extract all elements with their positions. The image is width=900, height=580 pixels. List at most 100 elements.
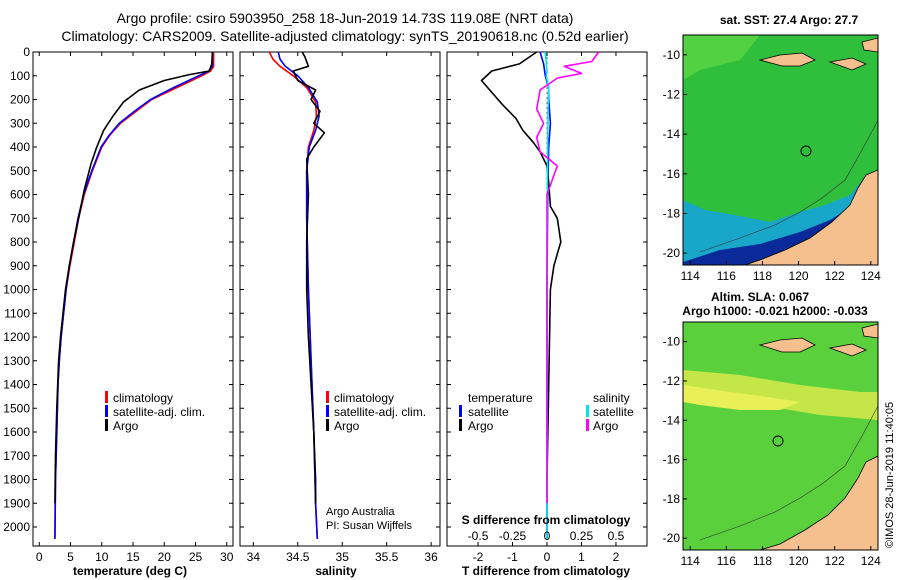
depth-tick-label: 1100 (4, 306, 30, 320)
x-tick-label: 34 (247, 550, 261, 564)
legend-swatch-climatology (326, 391, 329, 403)
legend-label-temp-satellite: satellite (468, 405, 509, 419)
temperature-panel-frame (32, 51, 234, 547)
depth-tick-label: 1500 (3, 401, 30, 415)
sla-map-frame (682, 321, 879, 551)
map-lon-label: 116 (717, 269, 736, 283)
salinity-legend: climatology satellite-adj. clim. Argo (326, 391, 426, 433)
depth-tick-label: 1900 (3, 496, 30, 510)
map-lat-label: -14 (663, 413, 681, 427)
legend-swatch-satellite (105, 405, 108, 417)
depth-tick-label: 900 (10, 259, 30, 273)
depth-tick-label: 700 (10, 211, 30, 225)
legend-label-climatology: climatology (113, 391, 173, 405)
sla-map-peak-band (683, 385, 800, 410)
x-tick-label: 35.5 (375, 550, 399, 564)
series-line-satellite-adj-clim- (54, 52, 214, 539)
legend-label-sal-satellite: satellite (593, 405, 634, 419)
depth-tick-label: 1000 (3, 283, 30, 297)
salinity-panel-frame (239, 51, 441, 547)
x-tick-label: 2 (613, 550, 620, 564)
imos-credit: ©IMOS 28-Jun-2019 11:40:05 (884, 402, 896, 548)
header-line-1: Argo profile: csiro 5903950_258 18-Jun-2… (117, 10, 574, 26)
legend-label-sal-argo: Argo (593, 419, 619, 433)
difference-series (480, 52, 600, 539)
x-tick-label: 20 (158, 550, 172, 564)
map-lon-label: 124 (861, 269, 881, 283)
legend-title-temperature: temperature (468, 391, 533, 405)
series-line-satellite-adj-clim- (277, 52, 320, 539)
x-tick-label: 34.5 (286, 550, 310, 564)
depth-tick-label: 1600 (3, 425, 30, 439)
series-line-climatology (54, 52, 215, 539)
sla-map-title-2: Argo h1000: -0.021 h2000: -0.033 (682, 304, 868, 318)
sst-map-float-marker (800, 145, 812, 157)
sst-map-isobath (699, 119, 878, 253)
legend-swatch-argo (326, 419, 329, 431)
temperature-x-axis: 0 5 10 15 20 25 30 (36, 52, 234, 564)
depth-tick-label: 2000 (3, 520, 30, 534)
map-lon-label: 124 (861, 554, 881, 568)
map-lon-label: 120 (789, 554, 809, 568)
sst-map-frame (682, 34, 879, 266)
difference-xlabel: T difference from climatology (462, 564, 630, 578)
difference-x-axis: -2 -1 0 1 2 (473, 52, 620, 564)
x-tick-label: 36 (424, 550, 438, 564)
legend-swatch-climatology (105, 391, 108, 403)
difference-legend: temperature satellite Argo salinity sate… (459, 391, 634, 433)
sla-map (683, 322, 878, 550)
sla-map-land-australia (759, 455, 878, 550)
depth-tick-label: 0 (23, 45, 30, 59)
map-lat-label: -18 (663, 492, 681, 506)
salinity-x-axis: 34 34.5 35 35.5 36 (247, 52, 438, 564)
sst-map-title: sat. SST: 27.4 Argo: 27.7 (720, 13, 859, 27)
map-lat-label: -20 (663, 531, 681, 545)
secondary-tick-label: -0.5 (468, 529, 489, 543)
credit-argo-australia: Argo Australia (326, 506, 395, 518)
series-line-climatology (268, 52, 319, 539)
sst-map-land-islands (758, 37, 878, 71)
temperature-legend: climatology satellite-adj. clim. Argo (105, 391, 205, 433)
sst-map-axes: 114 116 118 120 122 124 -10 -12 -14 -16 -18 -20 (663, 48, 881, 283)
map-lat-label: -10 (663, 48, 681, 62)
map-lon-label: 114 (681, 554, 700, 568)
depth-tick-label: 1700 (3, 449, 30, 463)
sst-map-land-australia (744, 169, 878, 265)
depth-tick-label: 400 (10, 140, 30, 154)
sla-map-land-islands (758, 323, 878, 357)
map-lon-label: 118 (753, 269, 772, 283)
depth-tick-label: 200 (10, 93, 30, 107)
map-lat-label: -14 (663, 127, 681, 141)
depth-tick-label: 300 (10, 116, 30, 130)
salinity-xlabel: salinity (315, 564, 357, 578)
x-tick-label: 35 (336, 550, 350, 564)
legend-swatch-temp-argo (459, 419, 462, 431)
legend-label-satellite: satellite-adj. clim. (334, 405, 426, 419)
depth-tick-label: 600 (10, 188, 30, 202)
sla-map-axes: 114 116 118 120 122 124 -10 -12 -14 -16 -18 -20 (663, 335, 881, 568)
legend-swatch-satellite (326, 405, 329, 417)
sla-map-title-1: Altim. SLA: 0.067 (711, 290, 809, 304)
depth-tick-label: 800 (10, 235, 30, 249)
secondary-tick-label: 0 (544, 529, 551, 543)
legend-label-temp-argo: Argo (468, 419, 494, 433)
map-lon-label: 120 (789, 269, 809, 283)
series-line-temperature-satellite (539, 52, 552, 539)
x-tick-label: 0 (544, 550, 551, 564)
temperature-xlabel: temperature (deg C) (73, 564, 187, 578)
x-tick-label: 1 (578, 550, 585, 564)
map-lon-label: 116 (717, 554, 736, 568)
series-line-argo (292, 52, 326, 504)
sla-map-isobath (699, 405, 878, 541)
depth-tick-label: 100 (10, 69, 30, 83)
depth-tick-label: 1400 (3, 378, 30, 392)
map-lon-label: 114 (681, 269, 700, 283)
map-lat-label: -12 (663, 87, 681, 101)
temperature-series (54, 52, 215, 539)
map-lon-label: 122 (825, 554, 845, 568)
credit-pi: PI: Susan Wijffels (326, 520, 412, 532)
map-lat-label: -10 (663, 335, 681, 349)
depth-axis: 0 100 200 300 400 500 600 700 800 900 1000 1100 1200… (3, 45, 647, 534)
secondary-tick-label: 0.5 (608, 529, 625, 543)
